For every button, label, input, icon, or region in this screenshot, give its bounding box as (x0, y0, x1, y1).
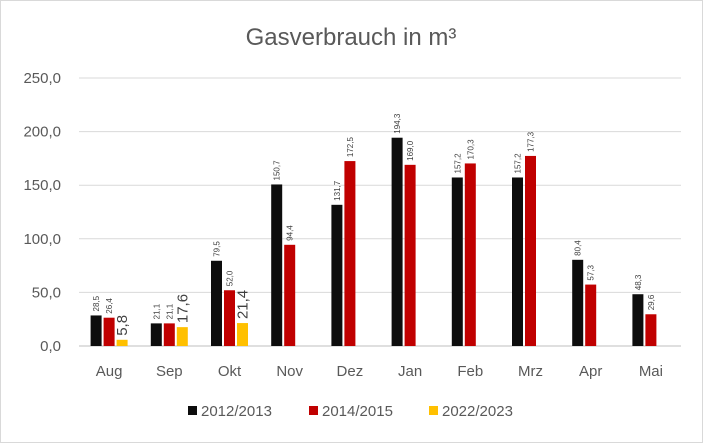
data-label: 26,4 (105, 298, 114, 314)
data-label: 170,3 (466, 139, 475, 160)
bar (585, 284, 597, 346)
bar (224, 290, 235, 346)
legend-swatch (188, 406, 197, 415)
bar (451, 177, 463, 346)
data-label: 169,0 (406, 140, 415, 161)
bar (645, 314, 657, 346)
bars (90, 137, 657, 346)
y-tick-label: 0,0 (40, 338, 61, 355)
bar (512, 177, 523, 346)
x-axis-ticks: Aug Sep Okt Nov Dez Jan Feb Mrz Apr Mai (96, 363, 663, 380)
data-label: 21,4 (235, 290, 252, 319)
data-label: 57,3 (587, 264, 596, 280)
chart-title: Gasverbrauch in m³ (246, 24, 457, 51)
data-label: 80,4 (574, 240, 583, 256)
bar (464, 163, 476, 346)
data-label: 5,8 (114, 315, 131, 336)
data-label: 79,5 (213, 241, 222, 257)
data-label: 21,1 (152, 303, 161, 319)
data-labels: 28,5 26,45,821,1 21,1 17,679,552,021,4150,7… (92, 113, 656, 336)
x-tick-label: Okt (218, 363, 242, 380)
y-tick-label: 200,0 (23, 124, 61, 141)
x-tick-label: Jan (398, 363, 422, 380)
legend-label: 2012/2013 (201, 403, 272, 420)
x-tick-label: Mai (639, 363, 663, 380)
bar (284, 244, 296, 346)
y-axis-ticks: 0,0 50,0 100,0 150,0 200,0 250,0 (23, 70, 61, 355)
bar (271, 184, 283, 346)
data-label: 17,6 (174, 294, 191, 323)
legend: 2012/2013 2014/2015 2022/2023 (188, 403, 513, 420)
data-label: 150,7 (273, 160, 282, 181)
x-tick-label: Dez (337, 363, 364, 380)
y-tick-label: 250,0 (23, 70, 61, 87)
bar (103, 317, 115, 346)
data-label: 28,5 (92, 295, 101, 311)
x-tick-label: Sep (156, 363, 183, 380)
x-tick-label: Mrz (518, 363, 543, 380)
data-label: 194,3 (393, 113, 402, 134)
data-label: 29,6 (647, 294, 656, 310)
bar (176, 327, 188, 346)
y-tick-label: 50,0 (32, 284, 61, 301)
x-tick-label: Aug (96, 363, 123, 380)
legend-swatch (429, 406, 438, 415)
data-label: 157,2 (453, 153, 462, 174)
x-tick-label: Apr (579, 363, 602, 380)
y-tick-label: 150,0 (23, 177, 61, 194)
bar (150, 323, 162, 346)
bar (331, 204, 343, 346)
bar (211, 260, 222, 346)
bar (237, 323, 248, 346)
legend-label: 2014/2015 (322, 403, 393, 420)
data-label: 131,7 (333, 180, 342, 201)
bar (163, 323, 175, 346)
bar (404, 164, 416, 346)
data-label: 94,4 (286, 225, 295, 241)
data-label: 177,3 (527, 131, 536, 152)
data-label: 21,1 (165, 303, 174, 319)
y-tick-label: 100,0 (23, 231, 61, 248)
bar (116, 339, 128, 346)
legend-swatch (309, 406, 318, 415)
data-label: 157,2 (514, 153, 523, 174)
bar (344, 161, 356, 346)
x-tick-label: Nov (276, 363, 303, 380)
data-label: 48,3 (634, 274, 643, 290)
legend-label: 2022/2023 (442, 403, 513, 420)
bar (632, 294, 644, 346)
data-label: 52,0 (226, 270, 235, 286)
bar (391, 137, 403, 346)
bar (525, 155, 536, 346)
x-tick-label: Feb (457, 363, 483, 380)
bar (572, 259, 584, 346)
data-label: 172,5 (346, 137, 355, 158)
bar (90, 315, 102, 346)
